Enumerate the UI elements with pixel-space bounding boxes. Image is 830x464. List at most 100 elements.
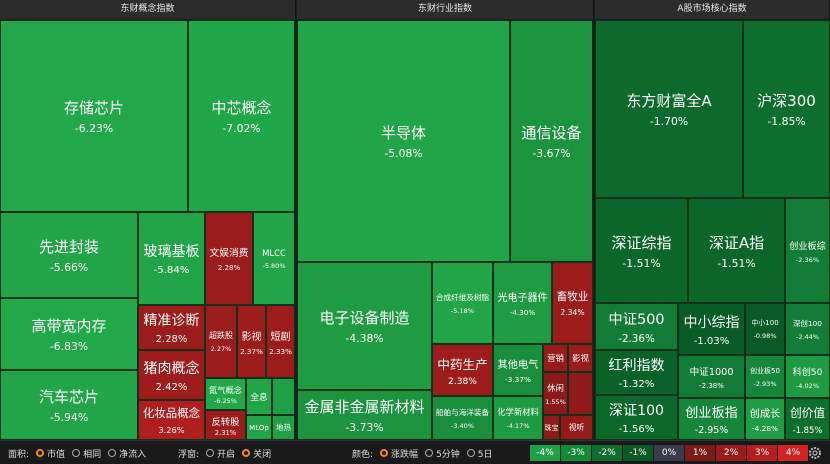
tile[interactable]: 存储芯片 -6.23%	[0, 20, 188, 212]
control-label: 面积:	[8, 449, 30, 460]
tile[interactable]: 金属非金属新材料 -3.73%	[297, 390, 432, 440]
tile-change: -1.56%	[618, 424, 655, 435]
tile-change: -3.37%	[504, 375, 532, 384]
tile-change: -2.95%	[694, 425, 729, 436]
tile-name: 中证500	[608, 312, 665, 328]
tile[interactable]: 中小100 -0.98%	[745, 303, 785, 355]
radio-label[interactable]: 市值	[47, 449, 66, 460]
legend-item: 0%	[654, 445, 684, 461]
tile-name: 反转股	[211, 416, 240, 428]
tile[interactable]: 中证1000 -2.38%	[678, 355, 745, 398]
tile-change: 2.28%	[155, 334, 188, 345]
tile[interactable]: 全息	[246, 378, 272, 415]
tile[interactable]: 创成长 -4.28%	[745, 398, 785, 440]
radio-label[interactable]: 5日	[477, 449, 493, 460]
tile[interactable]: 通信设备 -3.67%	[510, 20, 593, 262]
tile[interactable]: 猪肉概念 2.42%	[138, 350, 205, 400]
tile[interactable]: 光电子器件 -4.30%	[493, 262, 552, 344]
tile[interactable]: 深证100 -1.56%	[595, 395, 678, 440]
tile[interactable]: MLCC -5.80%	[253, 212, 295, 305]
tile-change: -6.23%	[74, 122, 114, 135]
tile[interactable]: 船舶与海洋装备 -3.40%	[432, 396, 493, 440]
tile[interactable]: 中证500 -2.36%	[595, 303, 678, 350]
tile[interactable]: 超跌股 2.27%	[205, 305, 237, 378]
tile-name: 全息	[250, 393, 268, 403]
tile[interactable]: 创业板指 -2.95%	[678, 398, 745, 440]
tile-name: 视听	[568, 423, 585, 432]
tile[interactable]: 中小综指 -1.03%	[678, 303, 745, 355]
radio-label[interactable]: 涨跌幅	[391, 449, 419, 460]
tile[interactable]: 科创50 -4.02%	[785, 355, 830, 398]
tile[interactable]: 珠宝	[543, 415, 560, 440]
tile[interactable]: 氮气概念 -6.25%	[205, 378, 246, 410]
tile[interactable]: 反转股 2.31%	[205, 410, 246, 440]
radio[interactable]	[466, 449, 475, 457]
tile-name: 影视	[572, 353, 589, 363]
tile-name: 猪肉概念	[143, 360, 200, 377]
tile[interactable]: 中芯概念 -7.02%	[188, 20, 295, 212]
tile[interactable]: 玻璃基板 -5.84%	[138, 212, 205, 305]
tile-change: -5.94%	[49, 411, 89, 424]
radio-label[interactable]: 关闭	[253, 449, 272, 460]
tile-name: 中芯概念	[211, 99, 272, 117]
tile-change: -7.02%	[222, 122, 261, 135]
settings-icon[interactable]	[808, 446, 822, 460]
tile[interactable]: 深证综指 -1.51%	[595, 198, 688, 303]
tile[interactable]: 休闲 1.55%	[543, 372, 568, 415]
tile[interactable]	[272, 378, 295, 415]
tile[interactable]: 半导体 -5.08%	[297, 20, 510, 262]
tile[interactable]: MLOp	[246, 415, 272, 440]
legend-item: -2%	[592, 445, 622, 461]
radio[interactable]	[425, 449, 434, 457]
tile[interactable]: 畜牧业 2.34%	[552, 262, 593, 344]
tile[interactable]: 精准诊断 2.28%	[138, 305, 205, 350]
radio[interactable]	[36, 449, 45, 457]
tile[interactable]: 深创100 -2.44%	[785, 303, 830, 355]
tile[interactable]: 其他电气 -3.37%	[493, 344, 543, 396]
tile-change: -4.38%	[345, 332, 384, 345]
tile[interactable]: 短剧 2.33%	[266, 305, 295, 378]
tile[interactable]: 营销	[543, 344, 568, 372]
tile-change: -2.93%	[753, 379, 777, 388]
tile-change: 1.55%	[545, 397, 566, 406]
tile[interactable]: 文娱消费 2.28%	[205, 212, 253, 305]
radio[interactable]	[72, 449, 81, 457]
tile[interactable]: 影视	[568, 344, 593, 372]
radio[interactable]	[108, 449, 117, 457]
radio[interactable]	[242, 449, 251, 457]
tile[interactable]: 红利指数 -1.32%	[595, 350, 678, 395]
tile[interactable]: 创价值 -1.85%	[785, 398, 830, 440]
tile[interactable]: 影视 2.37%	[237, 305, 266, 378]
tile[interactable]: 创业板综 -2.36%	[785, 198, 830, 303]
tile[interactable]: 地热	[272, 415, 295, 440]
radio-label[interactable]: 净流入	[119, 449, 147, 460]
panel-title: 东财概念指数	[0, 0, 296, 19]
tile[interactable]: 东方财富全A -1.70%	[595, 20, 743, 198]
radio[interactable]	[380, 449, 389, 457]
tile-name: 创成长	[749, 408, 781, 420]
tile-name: 氮气概念	[209, 384, 242, 395]
tile[interactable]: 合成纤维及树脂 -5.18%	[432, 262, 493, 344]
tile-change: 2.27%	[210, 345, 232, 353]
tile[interactable]: 化妆品概念 3.26%	[138, 400, 205, 440]
tile[interactable]: 深证A指 -1.51%	[688, 198, 785, 303]
tile[interactable]: 汽车芯片 -5.94%	[0, 370, 138, 440]
tile[interactable]: 电子设备制造 -4.38%	[297, 262, 432, 390]
radio-label[interactable]: 5分钟	[436, 449, 460, 460]
tile[interactable]	[568, 372, 593, 415]
tile[interactable]: 高带宽内存 -6.83%	[0, 298, 138, 370]
tile-change: -2.44%	[796, 332, 819, 341]
tile-change: -2.36%	[618, 333, 655, 345]
tile[interactable]: 视听	[560, 415, 593, 440]
tile[interactable]: 化学新材料 -4.17%	[493, 396, 543, 440]
radio[interactable]	[206, 449, 215, 457]
tile[interactable]: 先进封装 -5.66%	[0, 212, 138, 298]
radio-label[interactable]: 相同	[83, 449, 102, 460]
tile[interactable]: 沪深300 -1.85%	[743, 20, 830, 198]
radio-label[interactable]: 开启	[217, 449, 236, 460]
tile[interactable]: 创业板50 -2.93%	[745, 355, 785, 398]
tile-name: 红利指数	[608, 358, 665, 374]
tile-name: 精准诊断	[143, 313, 200, 329]
tile[interactable]: 中药生产 2.38%	[432, 344, 493, 396]
